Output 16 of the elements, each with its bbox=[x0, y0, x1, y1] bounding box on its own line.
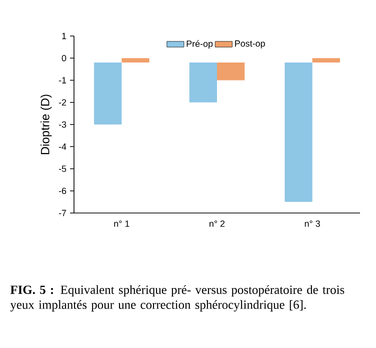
y-tick-label: -1 bbox=[58, 77, 66, 84]
y-tick-label: -4 bbox=[58, 144, 66, 150]
x-tick-label: n° 3 bbox=[304, 220, 320, 227]
y-tick-label: -3 bbox=[58, 121, 66, 128]
legend-label: Post-op bbox=[235, 40, 265, 48]
x-tick-label: n° 1 bbox=[114, 220, 130, 227]
x-tick-label: n° 2 bbox=[210, 220, 225, 227]
y-tick-label: 1 bbox=[62, 32, 66, 40]
text: FIG. 5 : Equivalent sphérique pré- versus postopératoire de trois yeux implantés pour une correction sphérocylindrique [6]. bbox=[10, 285, 344, 312]
y-tick-label: -2 bbox=[58, 99, 66, 106]
y-tick-label: 0 bbox=[62, 54, 66, 62]
y-axis-title: Dioptrie (D) bbox=[40, 94, 52, 154]
y-tick-label: -5 bbox=[58, 166, 66, 172]
y-tick-label: -7 bbox=[58, 210, 66, 216]
legend-label: Pré-op bbox=[186, 40, 213, 49]
y-tick-label: -6 bbox=[58, 188, 66, 194]
